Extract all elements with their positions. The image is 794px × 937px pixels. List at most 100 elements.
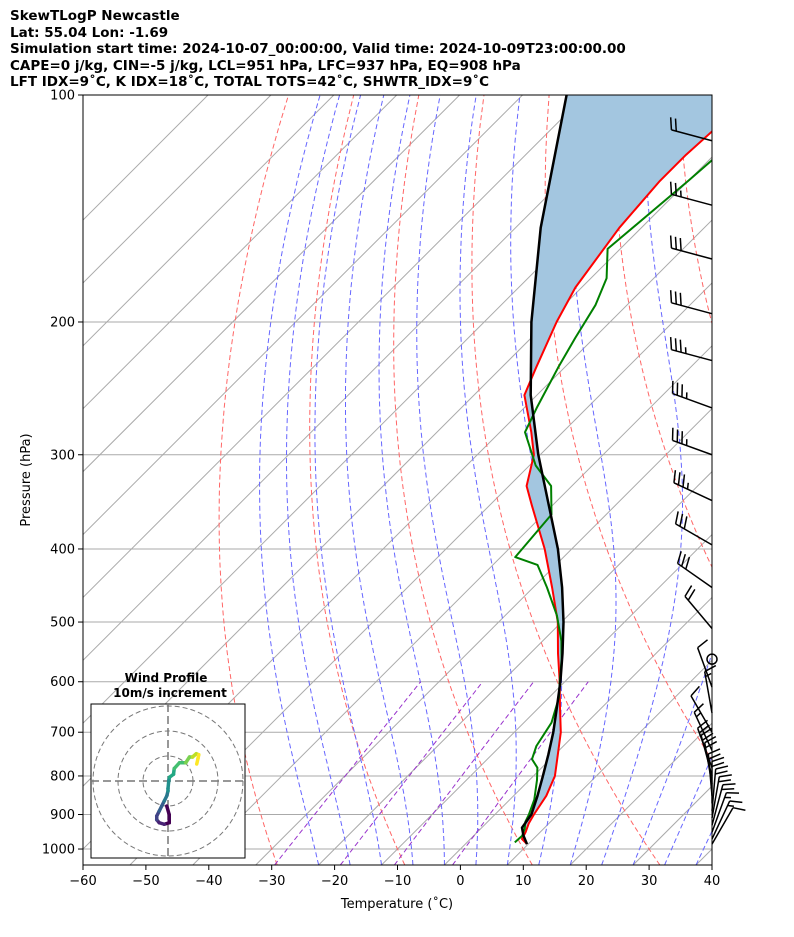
- wind-barb: [676, 551, 713, 589]
- moist-adiabat-line: [259, 95, 321, 865]
- wind-barb: [669, 181, 713, 206]
- x-tick-label: −60: [69, 874, 96, 889]
- isotherm-line: [83, 95, 586, 599]
- temperature-line: [521, 130, 712, 845]
- moist-adiabat-line: [695, 829, 712, 865]
- x-tick-label: −50: [132, 874, 159, 889]
- dry-adiabat-line: [393, 95, 533, 865]
- stability-indices-line: LFT IDX=9˚C, K IDX=18˚C, TOTAL TOTS=42˚C…: [10, 74, 490, 90]
- moist-adiabat-line: [378, 95, 445, 865]
- isotherm-line: [83, 95, 398, 410]
- y-tick-label: 300: [50, 448, 75, 463]
- wind-barb: [684, 585, 713, 630]
- moist-adiabat-line: [286, 95, 351, 865]
- dry-adiabat-line: [218, 95, 289, 865]
- background-lines: [83, 95, 794, 865]
- moist-adiabat-line: [314, 95, 382, 865]
- isotherm-line: [381, 533, 712, 865]
- isotherm-line: [506, 659, 712, 865]
- hodograph-subtitle: 10m/s increment: [113, 686, 227, 700]
- isotherm-line: [83, 95, 335, 347]
- dry-adiabat-line: [471, 95, 661, 865]
- wind-barbs: [669, 117, 746, 845]
- dry-adiabat-line: [745, 95, 794, 865]
- dry-adiabat-line: [679, 95, 712, 326]
- wind-barb: [671, 380, 713, 409]
- x-tick-label: −20: [321, 874, 348, 889]
- isotherm-line: [83, 95, 649, 662]
- wind-barb: [669, 337, 713, 362]
- y-tick-label: 900: [50, 808, 75, 823]
- moist-adiabat-line: [601, 95, 683, 865]
- y-tick-label: 800: [50, 769, 75, 784]
- location-line: Lat: 55.04 Lon: -1.69: [10, 25, 169, 41]
- moist-adiabat-line: [345, 95, 414, 865]
- axis-ticks: −60 −50 −40 −30 −20 −10 0 10 20 30 40 100 200 300 400 5…: [42, 89, 720, 890]
- y-tick-label: 700: [50, 726, 75, 741]
- x-tick-label: 40: [704, 874, 721, 889]
- moist-adiabat-line: [632, 652, 712, 865]
- wind-barb: [703, 664, 717, 714]
- isotherm-line: [569, 722, 712, 865]
- moist-adiabat-line: [569, 95, 617, 865]
- isotherm-line: [83, 95, 523, 536]
- isotherm-line: [83, 95, 272, 284]
- dry-adiabat-line: [544, 95, 712, 761]
- mixing-ratio-line: [274, 681, 421, 865]
- x-axis-label: Temperature (˚C): [340, 896, 453, 912]
- hodograph-inset: Wind Profile 10m/s increment: [90, 671, 246, 859]
- wind-barb: [711, 800, 743, 840]
- x-tick-label: 10: [515, 874, 532, 889]
- y-tick-label: 400: [50, 542, 75, 557]
- wind-barb: [696, 639, 713, 688]
- isotherm-line: [695, 848, 712, 865]
- wind-barb: [674, 511, 713, 546]
- hodograph-title: Wind Profile: [125, 671, 208, 685]
- moist-adiabat-line: [664, 755, 712, 865]
- x-tick-label: 0: [456, 874, 464, 889]
- mixing-ratio-line: [393, 681, 535, 865]
- simulation-time-line: Simulation start time: 2024-10-07_00:00:…: [10, 41, 626, 57]
- isotherm-line: [255, 408, 712, 865]
- isotherm-line: [129, 282, 712, 865]
- y-axis-label: Pressure (hPa): [19, 433, 34, 526]
- chart-title: SkewTLogP Newcastle: [10, 8, 180, 24]
- wind-barb: [669, 235, 713, 260]
- isotherm-line: [444, 596, 712, 865]
- wind-barb: [671, 427, 713, 456]
- dry-adiabat-line: [309, 95, 406, 865]
- sounding-profiles: [514, 95, 712, 845]
- y-tick-label: 600: [50, 675, 75, 690]
- y-tick-label: 200: [50, 315, 75, 330]
- wind-barb: [711, 765, 729, 811]
- x-tick-label: 30: [641, 874, 658, 889]
- x-tick-label: 20: [578, 874, 595, 889]
- moist-adiabat-line: [416, 95, 479, 865]
- parcel-path-line: [520, 95, 568, 845]
- y-tick-label: 500: [50, 616, 75, 631]
- y-tick-label: 1000: [42, 843, 75, 858]
- moist-adiabat-line: [510, 95, 563, 865]
- y-tick-label: 100: [50, 89, 75, 104]
- convective-params-line: CAPE=0 j/kg, CIN=-5 j/kg, LCL=951 hPa, L…: [10, 58, 521, 74]
- wind-barb: [673, 470, 713, 502]
- isotherm-line: [318, 470, 712, 865]
- wind-barb: [711, 774, 732, 819]
- moist-adiabat-line: [459, 95, 517, 865]
- isotherm-line: [632, 785, 712, 865]
- wind-barb: [711, 783, 736, 826]
- wind-barb: [669, 117, 713, 142]
- x-tick-label: −40: [195, 874, 222, 889]
- wind-barb: [693, 703, 713, 751]
- wind-barb: [711, 806, 746, 845]
- wind-barb: [706, 653, 718, 665]
- mixing-ratio-line: [339, 681, 484, 865]
- x-tick-label: −30: [258, 874, 285, 889]
- wind-barb: [711, 756, 725, 804]
- cin-shading: [522, 95, 712, 845]
- isotherm-line: [83, 95, 460, 473]
- hodograph-segment: [195, 756, 200, 766]
- x-tick-label: −10: [384, 874, 411, 889]
- wind-barb: [669, 290, 713, 315]
